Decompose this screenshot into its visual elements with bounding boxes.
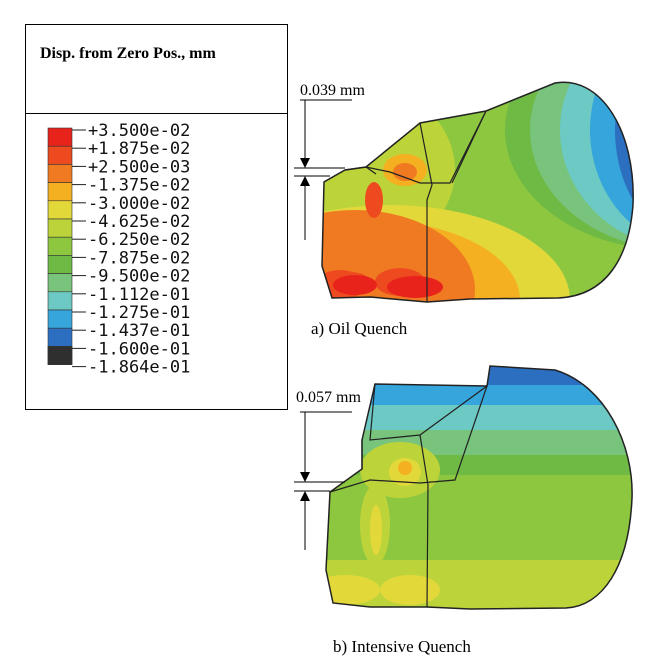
- intensive-quench-outline: [325, 365, 633, 610]
- legend-label: -1.275e-01: [88, 303, 190, 323]
- legend-label: -6.250e-02: [88, 230, 190, 250]
- legend-label: -3.000e-02: [88, 194, 190, 214]
- legend-title: Disp. from Zero Pos., mm: [40, 45, 216, 62]
- legend-label: -1.437e-01: [88, 321, 190, 341]
- legend-label: -1.112e-01: [88, 285, 190, 305]
- legend-swatch: [47, 346, 73, 365]
- legend-label: +2.500e-03: [88, 157, 190, 177]
- intensive-quench-caption: b) Intensive Quench: [333, 637, 471, 656]
- oil-quench-outline: [321, 81, 634, 303]
- legend-label: -1.864e-01: [88, 358, 190, 378]
- legend-title-box: Disp. from Zero Pos., mm: [25, 24, 288, 114]
- legend-label: +3.500e-02: [88, 121, 190, 141]
- oil-quench-caption: a) Oil Quench: [311, 319, 408, 338]
- legend-label: -4.625e-02: [88, 212, 190, 232]
- legend-scale: +3.500e-02+1.875e-02+2.500e-03-1.375e-02…: [47, 121, 190, 378]
- oil-quench-measurement: 0.039 mm: [300, 82, 365, 99]
- oil-quench-dimension: [294, 99, 352, 240]
- intensive-quench-measurement: 0.057 mm: [296, 389, 361, 406]
- legend-label: -9.500e-02: [88, 267, 190, 287]
- legend-label: -1.600e-01: [88, 339, 190, 359]
- legend-label: -1.375e-02: [88, 176, 190, 196]
- legend-label: +1.875e-02: [88, 139, 190, 159]
- color-legend: +3.500e-02 +1.875e-02 +2.500e-03 -1.375e-02…: [25, 113, 288, 410]
- intensive-quench-dimension: [294, 411, 352, 550]
- legend-label: -7.875e-02: [88, 248, 190, 268]
